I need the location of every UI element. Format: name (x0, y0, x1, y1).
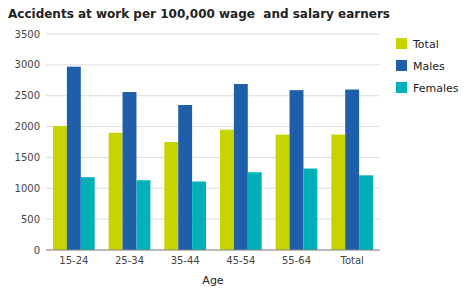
title: Accidents at work per 100,000 wage and s… (8, 7, 390, 21)
grid-line (46, 34, 380, 35)
bar (67, 67, 81, 250)
grid-line (46, 157, 380, 158)
x-tick-label: 25-34 (115, 255, 144, 266)
y-tick-label: 2500 (15, 90, 40, 101)
bar (345, 90, 359, 250)
grid-line (46, 250, 380, 251)
legend-swatch (396, 38, 407, 49)
bar (290, 90, 304, 250)
legend-swatch (396, 60, 407, 71)
bar (248, 172, 262, 250)
bar (192, 181, 206, 250)
chart: Accidents at work per 100,000 wage and s… (0, 0, 476, 292)
bar (303, 169, 317, 250)
x-tick-label: Total (339, 255, 363, 266)
legend: Total Males Females (396, 38, 459, 95)
bar (53, 126, 67, 250)
grid-line (46, 95, 380, 96)
grid-line (46, 188, 380, 189)
y-tick-label: 3000 (15, 59, 40, 70)
bar (81, 177, 95, 250)
x-tick-label: 35-44 (171, 255, 200, 266)
bar (109, 133, 123, 250)
bar (220, 130, 234, 250)
x-axis-line (46, 250, 380, 251)
chart-container: Accidents at work per 100,000 wage and s… (0, 0, 476, 292)
y-tick-label: 0 (34, 245, 40, 256)
x-axis-label: Age (202, 274, 224, 287)
x-tick-label: 15-24 (59, 255, 88, 266)
y-tick-label: 3500 (15, 29, 40, 40)
legend-label: Females (413, 82, 459, 95)
x-tick-label: 55-64 (282, 255, 311, 266)
bar (276, 135, 290, 250)
bar (331, 135, 345, 250)
y-tick-label: 500 (21, 214, 40, 225)
bar (136, 180, 150, 250)
grid-line (46, 126, 380, 127)
legend-swatch (396, 82, 407, 93)
bars (53, 67, 373, 250)
y-tick-label: 1000 (15, 183, 40, 194)
grid-line (46, 219, 380, 220)
bar (359, 175, 373, 250)
grid-line (46, 64, 380, 65)
bar (234, 84, 248, 250)
x-tick-label: 45-54 (226, 255, 255, 266)
legend-label: Males (413, 60, 445, 73)
y-tick-label: 1500 (15, 152, 40, 163)
bar (123, 92, 137, 250)
y-tick-label: 2000 (15, 121, 40, 132)
grid (46, 34, 380, 250)
bar (178, 105, 192, 250)
legend-label: Total (412, 38, 439, 51)
bar (164, 142, 178, 250)
